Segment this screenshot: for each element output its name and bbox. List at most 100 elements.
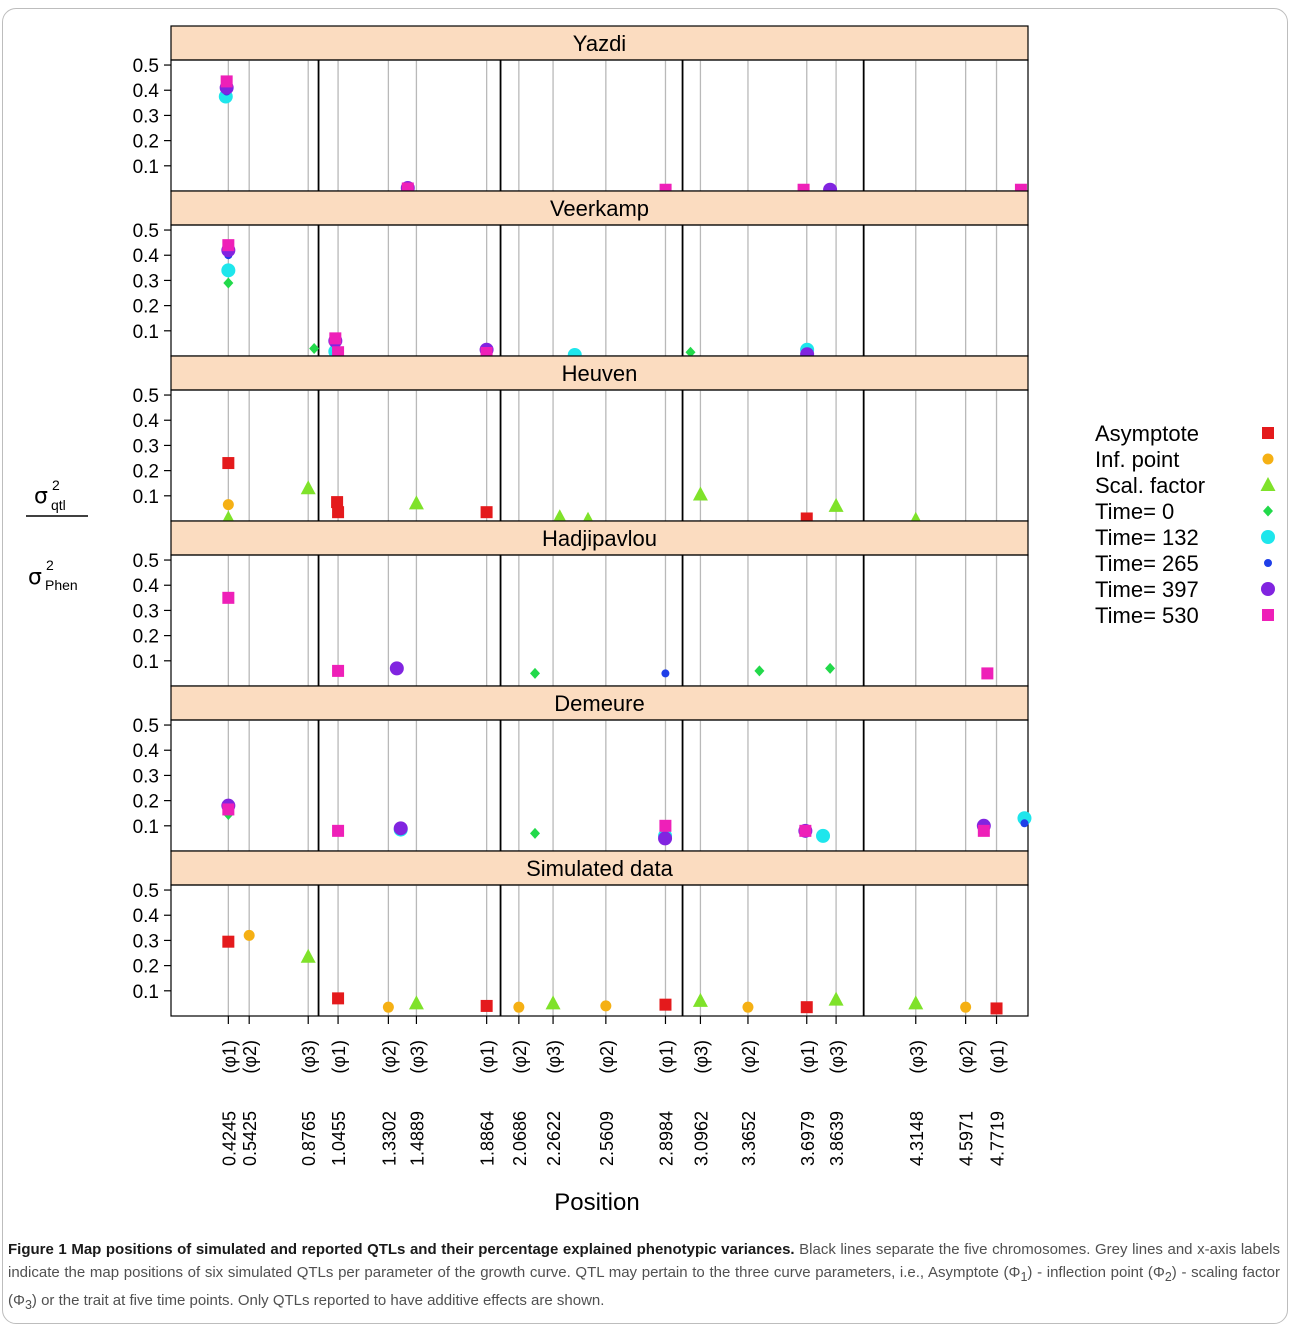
caption-phi2: Φ: [1152, 1264, 1165, 1281]
point-t397: [393, 821, 408, 836]
legend-marker-inf: [1262, 453, 1274, 465]
chart: Yazdi 0.1 0.2 0.3 0.4 0.5 Veerkamp 0.1 0.2 0.3 0.4…: [26, 25, 1276, 1216]
caption-text-mid2: ) - scaling factor (: [8, 1264, 1280, 1309]
point-asym: [332, 506, 345, 519]
point-scal: [828, 497, 844, 512]
point-t530: [222, 239, 235, 252]
x-tick-param-label: (φ2): [240, 1040, 260, 1074]
panel-hadjipavlou: Hadjipavlou 0.1 0.2 0.3 0.4 0.5: [133, 520, 1029, 687]
panel-strip: [170, 355, 1029, 391]
x-tick-position-label: 4.3148: [907, 1111, 927, 1166]
panel-yazdi: Yazdi 0.1 0.2 0.3 0.4 0.5: [133, 25, 1029, 197]
panel-veerkamp: Veerkamp 0.1 0.2 0.3 0.4 0.5: [133, 190, 1029, 362]
y-tick-label: 0.2: [133, 957, 159, 978]
figure-frame: [2, 8, 1288, 1324]
caption-phi3: Φ: [13, 1292, 25, 1309]
y-tick-label: 0.4: [133, 741, 160, 762]
x-tick-param-label: (φ1): [219, 1040, 239, 1074]
point-scal: [692, 992, 708, 1007]
y-tick-label: 0.2: [133, 132, 159, 153]
legend-label-t265: Time= 265: [1095, 551, 1199, 576]
panel-title: Demeure: [554, 691, 644, 716]
y-label-denominator: σ: [28, 565, 42, 590]
y-tick-label: 0.1: [133, 652, 159, 673]
y-tick-label: 0.5: [133, 551, 159, 572]
point-t530: [222, 803, 235, 816]
y-label-numerator: σ: [34, 484, 48, 509]
point-t397: [389, 661, 404, 676]
panel-title: Veerkamp: [550, 196, 649, 221]
x-tick-param-label: (φ1): [988, 1040, 1008, 1074]
point-asym: [222, 457, 235, 470]
x-tick-param-label: (φ3): [407, 1040, 427, 1074]
legend-label-t530: Time= 530: [1095, 603, 1199, 628]
x-tick-param-label: (φ1): [478, 1040, 498, 1074]
y-tick-label: 0.3: [133, 766, 159, 787]
legend-marker-t530: [1262, 609, 1274, 621]
caption-label: Figure 1: [8, 1241, 67, 1258]
x-tick-param-label: (φ2): [957, 1040, 977, 1074]
point-t0: [685, 346, 696, 358]
panel-strip: [170, 685, 1029, 721]
y-tick-label: 0.2: [133, 462, 159, 483]
x-tick-position-label: 2.0686: [510, 1111, 530, 1166]
legend-marker-asym: [1262, 427, 1274, 439]
x-tick-position-label: 0.4245: [219, 1111, 239, 1166]
legend-marker-t0: [1263, 505, 1273, 517]
point-t397: [658, 831, 673, 846]
panel-heuven: Heuven 0.1 0.2 0.3 0.4 0.5: [133, 355, 1029, 526]
point-inf: [960, 1001, 972, 1013]
y-tick-label: 0.1: [133, 817, 159, 838]
x-tick-position-label: 4.5971: [957, 1111, 977, 1166]
point-t132: [816, 828, 831, 843]
legend-label-scal: Scal. factor: [1095, 473, 1205, 498]
point-scal: [408, 995, 424, 1010]
y-tick-label: 0.3: [133, 271, 159, 292]
point-asym: [222, 935, 235, 948]
x-tick-param-label: (φ1): [656, 1040, 676, 1074]
panel-frame: [170, 224, 1029, 357]
point-asym: [480, 506, 493, 519]
point-scal: [408, 495, 424, 510]
point-t530: [332, 824, 345, 837]
caption-text-after: ) or the trait at five time points. Only…: [31, 1292, 605, 1309]
point-t530: [799, 824, 812, 837]
caption-phi1-sub: 1: [1020, 1270, 1028, 1284]
x-axis: (φ1) 0.4245 (φ2) 0.5425 (φ3) 0.8765 (φ1) 1.0455…: [219, 1016, 1008, 1166]
x-tick-param-label: (φ2): [739, 1040, 759, 1074]
y-label-numerator-sup: 2: [52, 477, 60, 493]
legend-label-inf: Inf. point: [1095, 447, 1179, 472]
panel-title: Yazdi: [573, 31, 626, 56]
point-inf: [600, 1000, 612, 1012]
point-inf: [243, 929, 255, 941]
panel-frame: [170, 719, 1029, 852]
legend-marker-t265: [1264, 559, 1272, 567]
panels-layer: Yazdi 0.1 0.2 0.3 0.4 0.5 Veerkamp 0.1 0.2 0.3 0.4…: [133, 25, 1032, 1017]
caption-phi3-sub: 3: [24, 1298, 32, 1312]
point-t530: [329, 332, 342, 345]
x-tick-position-label: 3.0962: [691, 1111, 711, 1166]
x-tick-position-label: 1.3302: [379, 1111, 399, 1166]
panel-frame: [170, 389, 1029, 522]
point-t530: [659, 819, 672, 832]
point-t0: [530, 827, 541, 839]
x-tick-param-label: (φ2): [597, 1040, 617, 1074]
point-t530: [977, 824, 990, 837]
panel-title: Simulated data: [526, 856, 674, 881]
y-tick-label: 0.5: [133, 716, 159, 737]
y-label-denominator-sup: 2: [46, 557, 54, 573]
point-inf: [742, 1001, 754, 1013]
panel-frame: [170, 884, 1029, 1017]
legend-marker-t397: [1261, 582, 1275, 596]
point-asym: [800, 1001, 813, 1014]
y-tick-label: 0.2: [133, 627, 159, 648]
legend-label-t132: Time= 132: [1095, 525, 1199, 550]
y-tick-label: 0.5: [133, 56, 159, 77]
y-tick-label: 0.1: [133, 487, 159, 508]
y-tick-label: 0.4: [133, 576, 160, 597]
point-t530: [220, 75, 233, 88]
y-tick-label: 0.4: [133, 906, 160, 927]
y-tick-label: 0.1: [133, 322, 159, 343]
point-scal: [545, 995, 561, 1010]
